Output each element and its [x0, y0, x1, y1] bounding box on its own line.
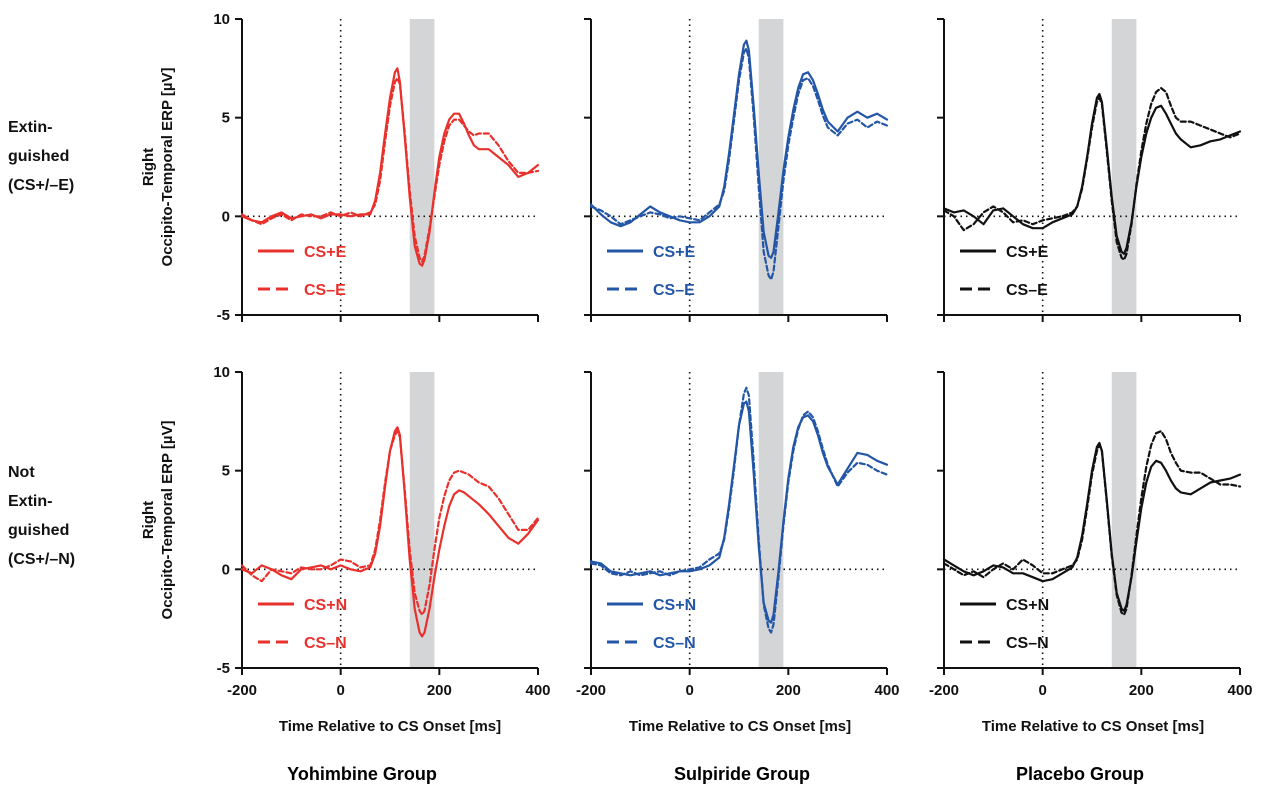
series-line: [240, 67, 540, 267]
time-window-shade: [758, 372, 784, 668]
x-tick-label: -200: [227, 682, 257, 699]
y-tick-label: 0: [222, 208, 230, 225]
row-label-not-extinguished: Not Extin- guished (CS+/–N): [8, 464, 75, 568]
x-axis-title-yohimbine: Time Relative to CS Onset [ms]: [279, 718, 501, 735]
group-title-placebo: Placebo Group: [1016, 764, 1144, 784]
series-line: [240, 430, 540, 616]
x-tick-label: 200: [776, 682, 801, 699]
time-window-shade: [758, 19, 784, 315]
legend-label: CS+E: [1006, 244, 1049, 261]
series-line: [589, 47, 889, 281]
series-line: [589, 386, 889, 634]
y-tick-label: 0: [222, 561, 230, 578]
time-window-shade: [1111, 19, 1137, 315]
time-window-shade: [1111, 372, 1137, 668]
group-title-yohimbine: Yohimbine Group: [287, 764, 437, 784]
x-axis-title-sulpiride: Time Relative to CS Onset [ms]: [629, 718, 851, 735]
y-tick-label: -5: [217, 307, 230, 324]
legend-label: CS+N: [1006, 597, 1049, 614]
x-tick-label: 0: [1038, 682, 1046, 699]
y-tick-label: 5: [222, 110, 230, 127]
legend-label: CS–E: [653, 282, 695, 299]
legend-label: CS+E: [304, 244, 347, 261]
y-tick-label: 10: [213, 11, 230, 28]
x-tick-label: -200: [576, 682, 606, 699]
x-tick-label: 200: [1129, 682, 1154, 699]
row-label-line: guished: [8, 148, 69, 165]
legend-label: CS+N: [653, 597, 696, 614]
erp-panel: -200 0 200 400 CS+N CS–N: [576, 371, 900, 699]
x-tick-label: -200: [929, 682, 959, 699]
y-axis-title-line2: Occipito-Temporal ERP [µV]: [159, 68, 176, 267]
row-label-extinguished: Extin- guished (CS+/–E): [8, 119, 74, 194]
erp-panel: -5 0 5 10 CS+E CS–E: [213, 11, 540, 324]
y-axis-title-row-1: Right Occipito-Temporal ERP [µV]: [140, 68, 176, 267]
series-line: [942, 86, 1242, 261]
legend-label: CS+N: [304, 597, 347, 614]
row-label-line: Not: [8, 464, 35, 481]
x-tick-label: 0: [336, 682, 344, 699]
x-tick-label: 400: [1227, 682, 1252, 699]
series-line: [942, 441, 1242, 612]
time-window-shade: [409, 19, 435, 315]
group-title-sulpiride: Sulpiride Group: [674, 764, 810, 784]
legend-label: CS–E: [304, 282, 346, 299]
row-label-line: Extin-: [8, 493, 52, 510]
y-tick-label: 10: [213, 364, 230, 381]
erp-panel: -200 0 200 400 CS+N CS–N: [929, 371, 1253, 699]
x-tick-label: 400: [525, 682, 550, 699]
erp-panel: CS+E CS–E: [584, 18, 889, 322]
series-line: [589, 39, 889, 259]
legend-label: CS–N: [304, 635, 347, 652]
y-axis-title-row-2: Right Occipito-Temporal ERP [µV]: [140, 421, 176, 620]
x-tick-label: 200: [427, 682, 452, 699]
panels: -5 0 5 10 CS+E CS–E CS+E CS–E CS+E CS–E -5 0 5 10 -200…: [213, 11, 1252, 699]
row-label-line: Extin-: [8, 119, 52, 136]
x-tick-label: 400: [874, 682, 899, 699]
erp-panel: -5 0 5 10 -200 0 200 400 CS+N CS–N: [213, 364, 550, 699]
x-axis-title-placebo: Time Relative to CS Onset [ms]: [982, 718, 1204, 735]
series-line: [942, 430, 1242, 616]
legend-label: CS–N: [1006, 635, 1049, 652]
y-tick-label: 5: [222, 463, 230, 480]
erp-panel: CS+E CS–E: [937, 18, 1242, 322]
x-tick-label: 0: [685, 682, 693, 699]
y-axis-title-line1: Right: [140, 501, 157, 539]
y-tick-label: -5: [217, 660, 230, 677]
series-line: [942, 92, 1242, 255]
legend-label: CS+E: [653, 244, 696, 261]
series-line: [240, 77, 540, 263]
row-label-line: guished: [8, 522, 69, 539]
row-label-line: (CS+/–E): [8, 177, 74, 194]
y-axis-title-line2: Occipito-Temporal ERP [µV]: [159, 421, 176, 620]
legend-label: CS–E: [1006, 282, 1048, 299]
y-axis-title-line1: Right: [140, 148, 157, 186]
time-window-shade: [409, 372, 435, 668]
row-label-line: (CS+/–N): [8, 551, 75, 568]
legend-label: CS–N: [653, 635, 696, 652]
